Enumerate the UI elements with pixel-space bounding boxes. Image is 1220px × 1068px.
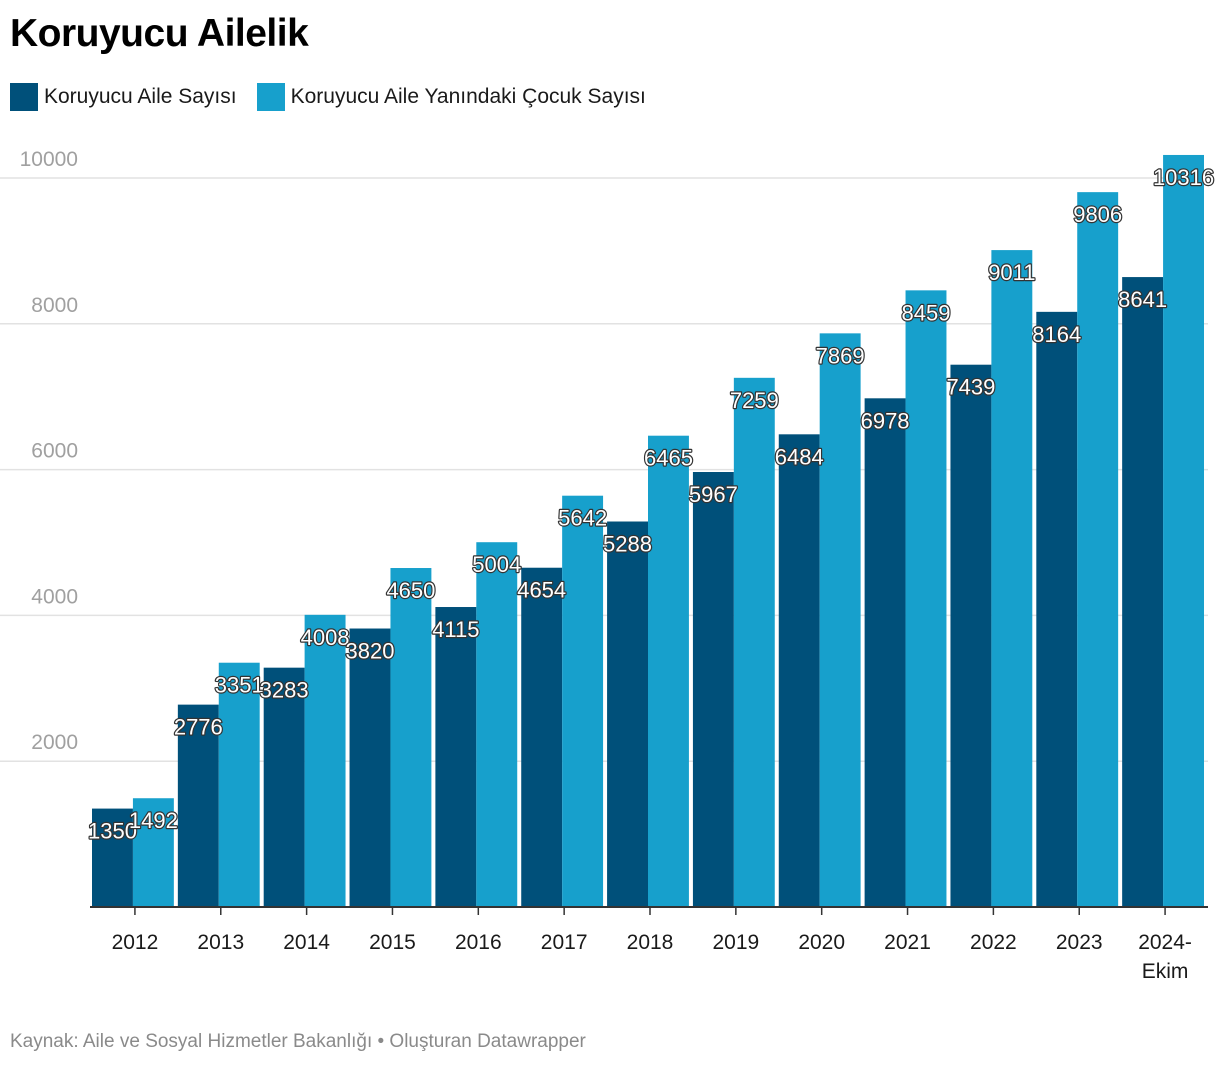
bar-label-children-4: 5004: [472, 552, 521, 577]
bar-families-12: [1122, 277, 1164, 907]
legend-label-families: Koruyucu Aile Sayısı: [44, 85, 237, 108]
bar-families-10: [950, 364, 992, 907]
bar-label-families-4: 4115: [432, 617, 479, 642]
bar-children-12: [1163, 154, 1204, 907]
bar-children-2: [304, 614, 346, 907]
y-tick-label-2000: 2000: [31, 731, 78, 754]
y-tick-label-4000: 4000: [31, 585, 78, 608]
x-tick-label-7: 2019: [712, 931, 759, 954]
x-tick-label-0: 2012: [112, 931, 159, 954]
x-tick-label-10: 2022: [970, 931, 1017, 954]
bar-label-families-3: 3820: [346, 639, 395, 664]
bar-families-5: [521, 567, 563, 907]
bar-families-9: [864, 398, 906, 907]
bar-label-children-6: 6465: [644, 446, 693, 471]
bar-families-8: [778, 434, 820, 907]
bar-label-children-12: 10316: [1153, 165, 1214, 190]
bar-children-3: [390, 568, 432, 907]
bar-label-children-8: 7869: [816, 343, 865, 368]
bar-label-families-11: 8164: [1032, 322, 1081, 347]
legend-item-children: Koruyucu Aile Yanındaki Çocuk Sayısı: [256, 83, 646, 111]
y-tick-label-6000: 6000: [31, 440, 78, 463]
x-tick-label-4: 2016: [455, 931, 502, 954]
bars: [92, 154, 1204, 908]
x-tick-label-1: 2013: [197, 931, 244, 954]
x-tick-label-9: 2021: [884, 931, 931, 954]
legend-swatch-families: [10, 83, 38, 111]
bar-children-4: [476, 542, 518, 907]
x-axis: 2012 2013 2014 2015 2016 2017 2018 2019 2020 2021…: [90, 906, 1208, 983]
legend-label-children: Koruyucu Aile Yanındaki Çocuk Sayısı: [290, 85, 646, 108]
bar-label-families-6: 5288: [603, 532, 652, 557]
bar-label-children-3: 4650: [386, 578, 435, 603]
bar-label-families-0: 1350: [88, 819, 137, 844]
x-tick-label-11: 2023: [1056, 931, 1103, 954]
bar-families-6: [607, 521, 648, 907]
bar-children-6: [648, 435, 689, 907]
bar-children-10: [991, 250, 1033, 908]
y-tick-label-10000: 10000: [20, 148, 78, 171]
bar-children-5: [562, 495, 604, 907]
bar-families-1: [177, 704, 219, 907]
bar-label-children-5: 5642: [558, 506, 607, 531]
bar-label-families-10: 7439: [946, 375, 995, 400]
bar-label-children-0: 1492: [129, 808, 178, 833]
bar-label-children-10: 9011: [988, 260, 1035, 285]
bar-label-children-1: 3351: [215, 673, 264, 698]
bar-label-families-8: 6484: [775, 444, 824, 469]
x-tick-label-12-line-1: Ekim: [1142, 960, 1189, 983]
bar-label-families-7: 5967: [689, 482, 738, 507]
x-tick-label-8: 2020: [798, 931, 845, 954]
x-tick-label-6: 2018: [627, 931, 674, 954]
source-footer: Kaynak: Aile ve Sosyal Hizmetler Bakanlı…: [10, 1031, 586, 1052]
bar-children-8: [819, 333, 861, 907]
bar-children-9: [905, 290, 947, 908]
bar-children-0: [132, 798, 174, 907]
x-tick-label-5: 2017: [541, 931, 588, 954]
bar-families-7: [692, 472, 734, 907]
legend-item-families: Koruyucu Aile Sayısı: [10, 83, 237, 111]
y-tick-label-8000: 8000: [31, 294, 78, 317]
legend-swatch-children: [256, 83, 285, 111]
chart-title: Koruyucu Ailelik: [10, 12, 309, 55]
bar-children-1: [218, 662, 260, 907]
bar-label-families-12: 8641: [1118, 287, 1167, 312]
bar-label-children-2: 4008: [301, 625, 350, 650]
bar-children-7: [733, 377, 775, 907]
bar-label-families-2: 3283: [260, 678, 309, 703]
bar-children-11: [1077, 192, 1119, 908]
x-tick-label-2: 2014: [283, 931, 330, 954]
x-tick-label-12: 2024-: [1138, 931, 1192, 954]
bar-families-4: [435, 607, 477, 907]
legend: Koruyucu Aile Sayısı Koruyucu Aile Yanın…: [10, 83, 666, 111]
bar-label-families-1: 2776: [174, 715, 223, 740]
y-axis-ticks: 2000 4000 6000 8000 10000: [20, 148, 78, 754]
bar-families-2: [263, 667, 305, 907]
bar-families-11: [1036, 311, 1078, 908]
bar-label-families-9: 6978: [861, 408, 910, 433]
bar-families-3: [349, 628, 391, 907]
bar-label-children-11: 9806: [1073, 202, 1122, 227]
bar-label-families-5: 4654: [517, 578, 566, 603]
bar-label-children-9: 8459: [902, 300, 951, 325]
bar-families-0: [92, 808, 133, 907]
x-tick-label-3: 2015: [369, 931, 416, 954]
bar-label-children-7: 7259: [730, 388, 779, 413]
